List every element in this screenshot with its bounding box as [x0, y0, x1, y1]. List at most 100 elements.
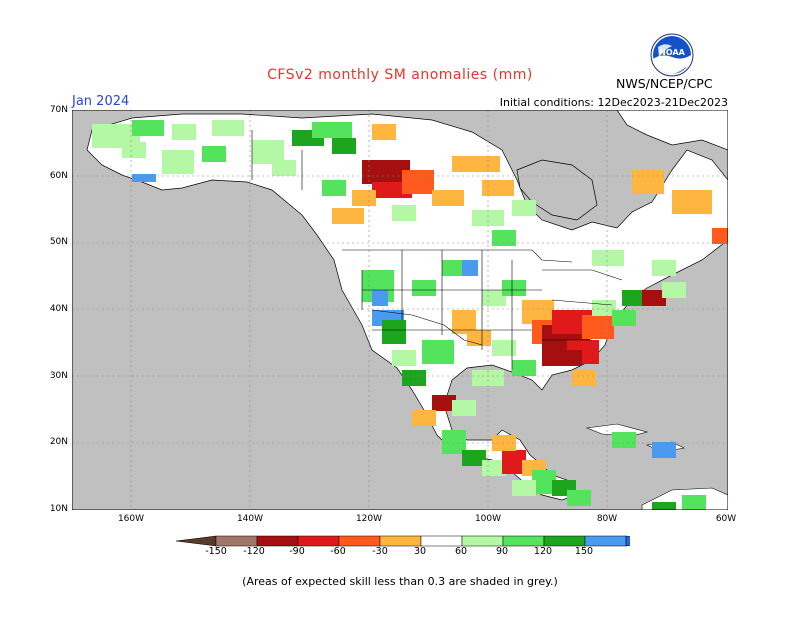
anomaly-cell — [162, 150, 194, 174]
anomaly-cell — [582, 315, 614, 339]
anomaly-cell — [402, 170, 434, 194]
lon-label: 60W — [715, 514, 737, 524]
anomaly-cell — [472, 210, 504, 226]
anomaly-cell — [412, 280, 436, 296]
lat-label: 60N — [49, 171, 68, 181]
anomaly-cell — [382, 320, 406, 344]
colorbar-label: 60 — [454, 546, 468, 557]
lat-label: 20N — [49, 437, 68, 447]
colorbar-label: 150 — [574, 546, 594, 557]
anomaly-cell — [452, 400, 476, 416]
anomaly-cell — [462, 260, 478, 276]
anomaly-cell — [492, 230, 516, 246]
anomaly-cell — [462, 450, 486, 466]
colorbar-arrow-left — [175, 535, 217, 547]
anomaly-cell — [652, 502, 676, 510]
colorbar-arrow-right — [625, 535, 630, 547]
lat-label: 30N — [49, 371, 68, 381]
anomaly-cell — [492, 340, 516, 356]
anomaly-cell — [572, 370, 596, 386]
lon-label: 100W — [474, 514, 502, 524]
colorbar-segment — [297, 535, 340, 547]
anomaly-cell — [567, 490, 591, 506]
land-north-america — [86, 113, 728, 501]
anomaly-cell — [512, 360, 536, 376]
anomaly-cell — [542, 350, 582, 366]
anomaly-cell — [272, 160, 296, 176]
anomaly-cell — [622, 290, 646, 306]
colorbar-label: -60 — [330, 546, 346, 557]
colorbar-label: -150 — [205, 546, 227, 557]
colorbar-segment — [379, 535, 422, 547]
map-title: CFSv2 monthly SM anomalies (mm) — [267, 67, 533, 83]
anomaly-cell — [322, 180, 346, 196]
lon-label: 120W — [355, 514, 383, 524]
anomaly-cell — [512, 480, 536, 496]
colorbar-label: -90 — [289, 546, 305, 557]
colorbar-segment — [502, 535, 545, 547]
anomaly-cell — [642, 290, 666, 306]
anomaly-cell — [392, 205, 416, 221]
anomaly-cell — [472, 370, 504, 386]
lat-lon-grid — [72, 110, 728, 510]
anomaly-cell — [672, 190, 712, 214]
anomaly-cell — [632, 170, 664, 194]
land-greenland — [616, 110, 728, 151]
colorbar-label: -30 — [372, 546, 388, 557]
anomaly-cell — [612, 310, 636, 326]
anomaly-cell — [132, 174, 156, 182]
anomaly-cell — [332, 138, 356, 154]
anomaly-cell — [402, 370, 426, 386]
valid-month: Jan 2024 — [72, 94, 130, 109]
anomaly-cell — [392, 350, 416, 366]
anomaly-cell — [312, 122, 352, 138]
anomaly-cell — [662, 282, 686, 298]
anomaly-cell — [482, 180, 514, 196]
anomaly-cell — [512, 200, 536, 216]
colorbar-segment — [256, 535, 299, 547]
colorbar-segment — [461, 535, 504, 547]
colorbar-segment — [543, 535, 586, 547]
lon-label: 160W — [117, 514, 145, 524]
anomaly-cell — [652, 442, 676, 458]
anomaly-cell — [502, 280, 526, 296]
anomaly-cell — [122, 142, 146, 158]
colorbar-label: 120 — [533, 546, 553, 557]
soil-moisture-map — [72, 110, 728, 510]
anomaly-cell — [432, 190, 464, 206]
political-boundaries — [251, 130, 623, 370]
colorbar-label: 30 — [413, 546, 427, 557]
agency-label: NWS/NCEP/CPC — [616, 76, 713, 91]
hudson-bay — [516, 159, 598, 221]
anomaly-cell — [467, 330, 491, 346]
anomaly-cell — [452, 156, 500, 172]
anomaly-cell — [612, 432, 636, 448]
anomaly-cell — [212, 120, 244, 136]
lat-label: 40N — [49, 304, 68, 314]
lon-label: 80W — [596, 514, 618, 524]
footnote: (Areas of expected skill less than 0.3 a… — [242, 575, 558, 588]
anomaly-cell — [592, 250, 624, 266]
anomaly-cell — [682, 495, 706, 510]
anomaly-cell — [652, 260, 676, 276]
initial-conditions: Initial conditions: 12Dec2023-21Dec2023 — [499, 96, 728, 109]
anomaly-cell — [352, 190, 376, 206]
colorbar-segment — [338, 535, 381, 547]
anomaly-cell — [372, 124, 396, 140]
lat-label: 50N — [49, 237, 68, 247]
noaa-logo: NOAA — [650, 33, 694, 77]
colorbar-label: 90 — [495, 546, 509, 557]
colorbar-segment — [584, 535, 627, 547]
anomaly-cell — [332, 208, 364, 224]
anomaly-cell — [492, 435, 516, 451]
anomaly-cell — [432, 395, 456, 411]
anomaly-cell — [422, 340, 454, 364]
anomaly-cell — [412, 410, 436, 426]
colorbar-segment — [420, 535, 463, 547]
anomaly-cell — [372, 290, 388, 306]
colorbar — [175, 535, 630, 547]
lat-label: 10N — [49, 504, 68, 514]
lat-label: 70N — [49, 105, 68, 115]
colorbar-label: -120 — [243, 546, 265, 557]
anomaly-cell — [712, 228, 728, 244]
